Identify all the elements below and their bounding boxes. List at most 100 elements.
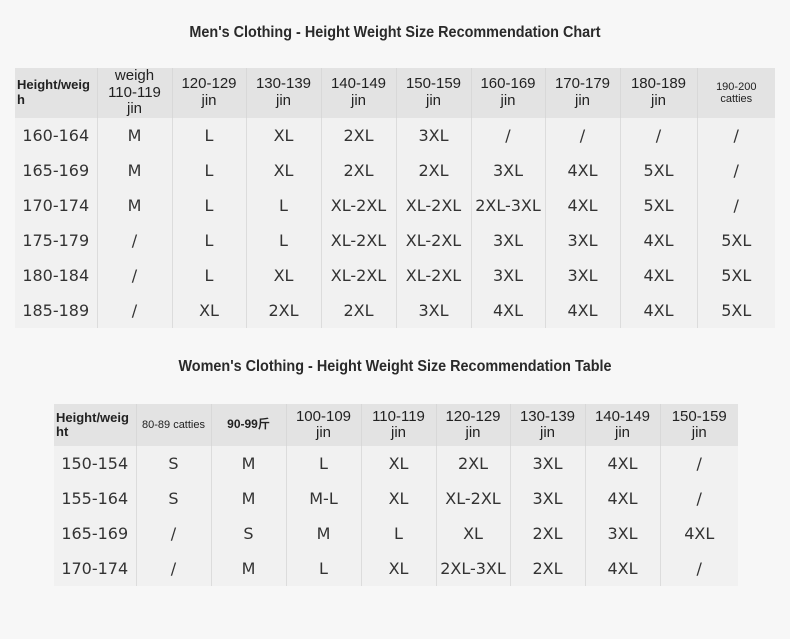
size-cell: / (696, 117, 775, 153)
size-cell: 3XL (470, 257, 545, 293)
size-cell: XL (360, 551, 436, 586)
size-cell: 2XL (320, 292, 396, 328)
size-cell: M-L (285, 481, 361, 516)
size-cell: 3XL (470, 222, 545, 258)
size-cell: XL-2XL (395, 257, 471, 293)
size-cell: 2XL (435, 446, 510, 481)
height-range-cell: 150-154 (54, 446, 136, 481)
size-cell: 4XL (619, 257, 697, 293)
size-cell: L (245, 222, 321, 258)
size-cell: XL (360, 481, 436, 516)
header-weight-range: 190-200 catties (696, 68, 775, 118)
size-cell: 5XL (696, 257, 775, 293)
size-cell: / (96, 222, 172, 258)
size-cell: M (96, 152, 172, 188)
size-cell: 2XL (320, 117, 396, 153)
header-weight-range: 180-189 jin (619, 68, 697, 118)
header-weight-range: 110-119 jin (360, 404, 436, 446)
size-cell: 4XL (544, 152, 620, 188)
height-range-cell: 175-179 (15, 222, 97, 258)
size-cell: XL (245, 257, 321, 293)
height-range-cell: 165-169 (15, 152, 97, 188)
size-cell: L (245, 187, 321, 223)
table-row: 175-179/L L XL-2XL XL-2XL 3XL 3XL 4XL 5XL (15, 222, 775, 258)
women-header-row: Height/weight 80-89 catties 90-99斤 100-109 … (54, 404, 738, 446)
header-height-weight: Height/weight (54, 404, 136, 446)
size-cell: L (171, 257, 246, 293)
size-cell: / (659, 481, 738, 516)
size-cell: XL (171, 292, 246, 328)
header-weight-range: 160-169 jin (470, 68, 545, 118)
size-cell: XL (245, 117, 321, 153)
header-height-weight: Height/weigh (15, 68, 97, 118)
size-cell: XL-2XL (320, 187, 396, 223)
size-cell: L (171, 117, 246, 153)
height-range-cell: 170-174 (15, 187, 97, 223)
size-cell: L (171, 222, 246, 258)
size-cell: 4XL (544, 187, 620, 223)
size-cell: 3XL (544, 257, 620, 293)
size-cell: 5XL (696, 222, 775, 258)
size-cell: / (135, 551, 211, 586)
size-cell: / (96, 292, 172, 328)
size-cell: S (210, 516, 286, 551)
header-weight-range: 140-149 jin (584, 404, 660, 446)
size-cell: L (171, 187, 246, 223)
size-cell: 4XL (659, 516, 738, 551)
size-cell: / (696, 152, 775, 188)
size-cell: L (285, 551, 361, 586)
header-weight-range: 170-179 jin (544, 68, 620, 118)
size-cell: / (135, 516, 211, 551)
header-weight-range: 140-149 jin (320, 68, 396, 118)
size-cell: M (210, 446, 286, 481)
size-cell: 3XL (544, 222, 620, 258)
size-cell: 4XL (619, 292, 697, 328)
size-cell: 2XL-3XL (470, 187, 545, 223)
size-cell: / (619, 117, 697, 153)
table-row: 170-174 M L L XL-2XL XL-2XL 2XL-3XL 4XL 5XL / (15, 187, 775, 223)
table-row: 165-169 M L XL 2XL 2XL 3XL 4XL 5XL / (15, 152, 775, 188)
size-cell: XL-2XL (320, 257, 396, 293)
height-range-cell: 160-164 (15, 117, 97, 153)
table-row: 150-154 S M L XL 2XL 3XL 4XL / (54, 446, 738, 481)
height-range-cell: 185-189 (15, 292, 97, 328)
size-cell: L (360, 516, 436, 551)
women-chart-title: Women's Clothing - Height Weight Size Re… (178, 358, 612, 375)
header-weight-range: 120-129 jin (171, 68, 246, 118)
table-row: 155-164 S M M-L XL XL-2XL 3XL 4XL / (54, 481, 738, 516)
size-cell: XL-2XL (395, 222, 471, 258)
size-cell: XL-2XL (320, 222, 396, 258)
size-cell: 4XL (584, 551, 660, 586)
header-weight-range: weigh 110-119 jin (96, 68, 172, 118)
men-size-table: Height/weigh weigh 110-119 jin 120-129 jin… (15, 68, 775, 328)
size-cell: M (210, 481, 286, 516)
size-cell: S (135, 481, 211, 516)
header-weight-range: 120-129 jin (435, 404, 510, 446)
size-cell: / (696, 187, 775, 223)
size-cell: 3XL (395, 117, 471, 153)
size-cell: L (171, 152, 246, 188)
size-cell: XL (245, 152, 321, 188)
header-weight-range: 130-139 jin (509, 404, 585, 446)
size-cell: XL (435, 516, 510, 551)
header-weight-range: 80-89 catties (135, 404, 211, 446)
height-range-cell: 180-184 (15, 257, 97, 293)
table-row: 185-189/XL 2XL 2XL 3XL 4XL 4XL 4XL 5XL (15, 292, 775, 328)
size-cell: 2XL (509, 551, 585, 586)
header-weight-range: 150-159 jin (395, 68, 471, 118)
size-cell: 2XL (395, 152, 471, 188)
table-row: 180-184/L XL XL-2XL XL-2XL 3XL 3XL 4XL 5XL (15, 257, 775, 293)
header-weight-range: 130-139 jin (245, 68, 321, 118)
height-range-cell: 155-164 (54, 481, 136, 516)
height-range-cell: 170-174 (54, 551, 136, 586)
size-cell: 4XL (584, 446, 660, 481)
size-cell: 5XL (619, 187, 697, 223)
size-cell: 4XL (470, 292, 545, 328)
size-cell: / (659, 551, 738, 586)
size-cell: XL-2XL (435, 481, 510, 516)
size-cell: / (544, 117, 620, 153)
size-cell: XL-2XL (395, 187, 471, 223)
size-cell: 2XL (320, 152, 396, 188)
size-cell: L (285, 446, 361, 481)
size-cell: 5XL (619, 152, 697, 188)
